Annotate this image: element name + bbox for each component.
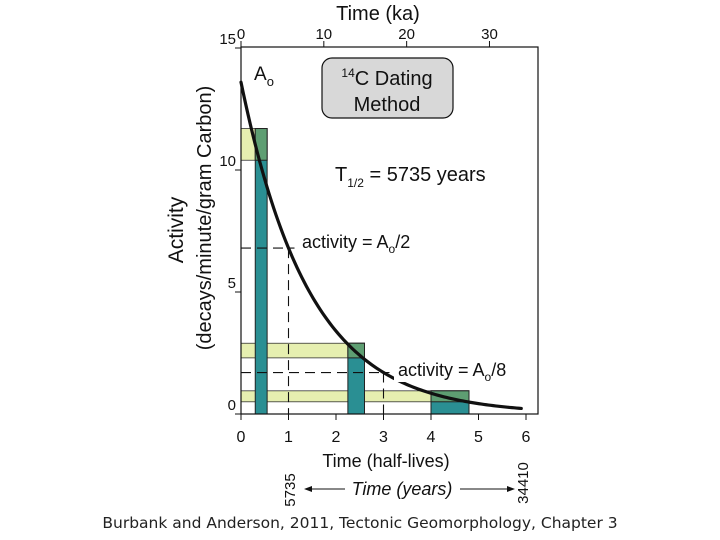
bottom-tick-label-3: 3	[379, 429, 388, 446]
annotation-eighth: activity = Ao/8	[398, 360, 506, 384]
method-title-line1: 14C Dating	[341, 66, 432, 90]
bottom-tick-label-4: 4	[427, 429, 436, 446]
decay-curve	[239, 80, 523, 411]
bottom-tick-label-6: 6	[522, 429, 531, 446]
top-axis-title: Time (ka)	[336, 3, 420, 25]
method-title-line2: Method	[354, 94, 421, 116]
bottom-tick-label-0: 0	[237, 429, 246, 446]
half-life-label: T1/2 = 5735 years	[335, 164, 486, 190]
left-tick-label-2: 10	[219, 153, 236, 170]
top-tick-label-1: 10	[315, 26, 332, 43]
bottom-axis-title: Time (half-lives)	[322, 451, 449, 471]
years-arrowhead-right	[507, 486, 515, 492]
top-tick-label-0: 0	[237, 26, 245, 43]
plot-frame	[240, 46, 539, 415]
bottom-tick-label-2: 2	[332, 429, 341, 446]
top-tick-label-2: 20	[398, 26, 415, 43]
sample-bar-overlap-2	[430, 390, 470, 403]
left-tick-label-0: 0	[228, 397, 236, 414]
source-caption: Burbank and Anderson, 2011, Tectonic Geo…	[102, 514, 618, 532]
left-axis-subtitle: (decays/minute/gram Carbon)	[194, 86, 216, 351]
years-axis-label: Time (years)	[352, 479, 453, 499]
years-arrowhead-left	[304, 486, 312, 492]
top-tick-label-3: 30	[481, 26, 498, 43]
left-tick-label-3: 15	[219, 31, 236, 48]
bottom-tick-label-5: 5	[474, 429, 483, 446]
left-axis-title: Activity	[165, 196, 188, 263]
a0-label: Ao	[254, 64, 274, 89]
years-right-value: 34410	[515, 462, 532, 504]
left-tick-label-1: 5	[228, 275, 236, 292]
bottom-tick-label-1: 1	[284, 429, 293, 446]
annotation-half: activity = Ao/2	[302, 232, 410, 256]
years-left-value: 5735	[282, 473, 299, 506]
method-title-box	[321, 57, 454, 119]
